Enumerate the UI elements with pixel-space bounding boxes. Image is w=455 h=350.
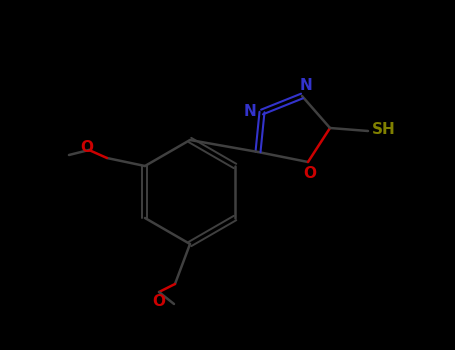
Text: O: O [152, 294, 166, 309]
Text: O: O [81, 140, 93, 155]
Text: SH: SH [372, 122, 396, 138]
Text: N: N [243, 104, 256, 119]
Text: N: N [300, 77, 313, 92]
Text: O: O [303, 166, 317, 181]
